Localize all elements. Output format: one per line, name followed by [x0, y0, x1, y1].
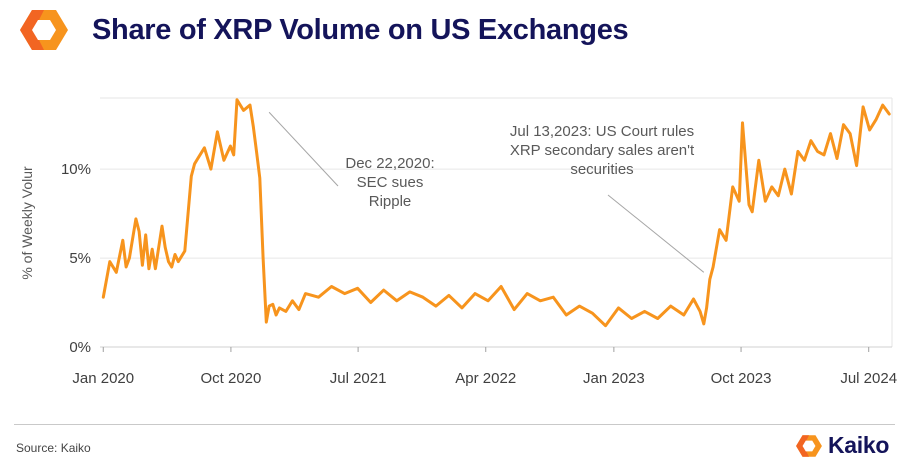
x-tick-label: Jul 2024 [840, 370, 897, 387]
annotation-leader-line [607, 194, 705, 273]
x-tick-label: Jul 2021 [330, 370, 387, 387]
x-tick-label: Apr 2022 [455, 370, 516, 387]
y-axis-label: % of Weekly Volur [19, 166, 35, 280]
series-line [101, 98, 891, 328]
x-tick-label: Jan 2023 [583, 370, 645, 387]
annotation-sec-lawsuit: Dec 22,2020: SEC sues Ripple [345, 155, 435, 210]
y-tick-label: 5% [69, 250, 91, 267]
y-tick-label: 10% [61, 161, 91, 178]
footer-brand: Kaiko [795, 432, 889, 459]
annotation-leader-line [268, 111, 339, 187]
annotation-court-ruling: Jul 13,2023: US Court rules XRP secondar… [509, 123, 695, 178]
source-note: Source: Kaiko [16, 441, 91, 455]
x-tick-label: Oct 2023 [711, 370, 772, 387]
footer-divider [14, 424, 895, 425]
x-tick-label: Oct 2020 [200, 370, 261, 387]
x-tick-label: Jan 2020 [72, 370, 134, 387]
y-axis-label-container: % of Weekly Volur [14, 98, 40, 348]
brand-name: Kaiko [828, 432, 890, 458]
y-tick-label: 0% [69, 339, 91, 356]
kaiko-logo-icon [20, 10, 68, 50]
kaiko-hexagon-logo-icon [796, 434, 822, 457]
page-title: Share of XRP Volume on US Exchanges [92, 14, 629, 46]
